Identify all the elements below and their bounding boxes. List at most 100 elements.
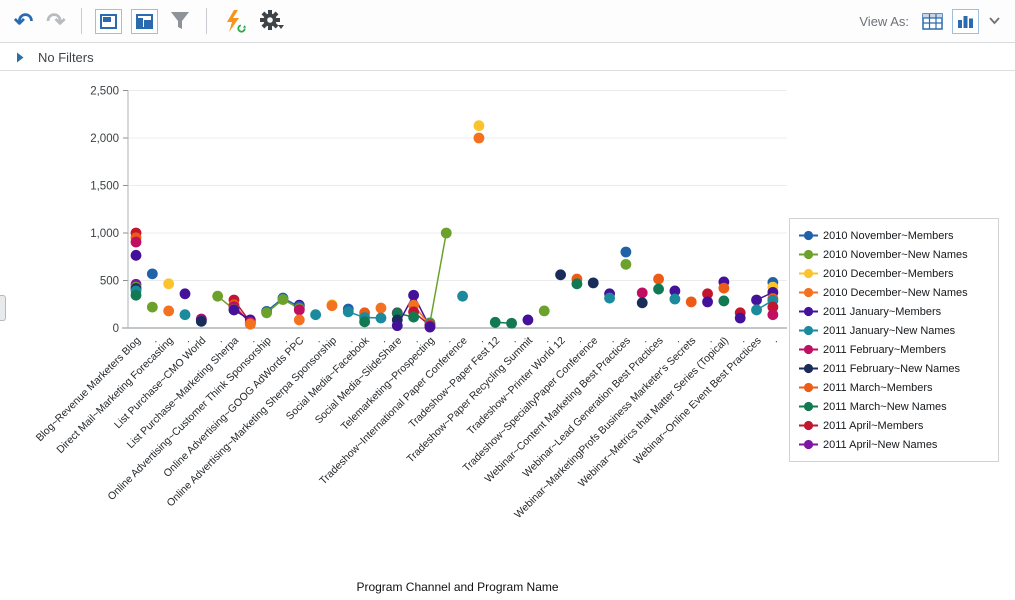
toolbar-right-group: View As: (859, 8, 1003, 34)
data-point[interactable] (636, 287, 648, 299)
data-point[interactable] (195, 315, 207, 327)
lightning-refresh-icon (226, 10, 246, 33)
data-point[interactable] (620, 258, 632, 270)
data-point[interactable] (587, 277, 599, 289)
svg-text:.: . (769, 335, 780, 346)
data-point[interactable] (310, 309, 322, 321)
legend-item[interactable]: 2011 March~New Names (799, 397, 990, 416)
data-point[interactable] (620, 246, 632, 258)
redo-button[interactable]: ↷ (44, 8, 67, 34)
legend-item[interactable]: 2011 February~New Names (799, 359, 990, 378)
svg-text:.: . (541, 335, 552, 346)
data-point[interactable] (375, 302, 387, 314)
legend-marker-icon (799, 325, 818, 336)
data-point[interactable] (718, 282, 730, 294)
data-point[interactable] (146, 301, 158, 313)
data-point[interactable] (636, 297, 648, 309)
data-point[interactable] (163, 305, 175, 317)
svg-text:.: . (182, 335, 193, 346)
data-point[interactable] (375, 312, 387, 324)
legend-item[interactable]: 2011 March~Members (799, 378, 990, 397)
data-point[interactable] (555, 269, 566, 281)
data-point[interactable] (244, 318, 256, 330)
data-point[interactable] (440, 227, 452, 239)
data-point[interactable] (163, 278, 175, 290)
data-point[interactable] (522, 314, 534, 326)
data-point[interactable] (130, 249, 142, 261)
svg-text:.: . (443, 335, 454, 346)
data-point[interactable] (767, 309, 779, 321)
data-point[interactable] (751, 294, 762, 306)
undo-button[interactable]: ↶ (12, 8, 35, 34)
data-point[interactable] (489, 316, 501, 328)
legend-item[interactable]: 2011 January~Members (799, 302, 990, 321)
legend-item[interactable]: 2011 April~New Names (799, 435, 990, 454)
view-as-grid-button[interactable] (920, 11, 945, 32)
data-point[interactable] (277, 294, 289, 305)
filter-bar[interactable]: No Filters (0, 44, 1015, 71)
legend-item[interactable]: 2010 November~Members (799, 226, 990, 245)
data-point[interactable] (571, 278, 583, 290)
data-point[interactable] (293, 304, 305, 316)
data-point[interactable] (212, 290, 224, 302)
data-point[interactable] (669, 293, 681, 305)
data-point[interactable] (228, 304, 240, 316)
data-point[interactable] (424, 321, 436, 333)
data-point[interactable] (130, 236, 142, 248)
legend-item[interactable]: 2010 December~New Names (799, 283, 990, 302)
data-point[interactable] (130, 289, 142, 301)
data-point[interactable] (702, 296, 713, 308)
filter-button[interactable] (167, 8, 193, 34)
data-point[interactable] (653, 283, 664, 295)
data-point[interactable] (473, 132, 485, 144)
data-point[interactable] (408, 311, 420, 323)
data-point[interactable] (669, 285, 681, 297)
chevron-down-icon (989, 17, 1000, 25)
data-point[interactable] (146, 268, 158, 280)
data-point[interactable] (326, 300, 338, 312)
legend-item[interactable]: 2010 December~Members (799, 264, 990, 283)
data-point[interactable] (538, 305, 550, 317)
legend-item[interactable]: 2011 January~New Names (799, 321, 990, 340)
svg-text:.: . (410, 335, 421, 346)
data-point[interactable] (457, 290, 468, 302)
legend-item[interactable]: 2011 February~Members (799, 340, 990, 359)
data-point[interactable] (718, 295, 730, 307)
data-point[interactable] (734, 312, 746, 324)
data-point[interactable] (179, 288, 191, 300)
svg-text:.: . (149, 335, 160, 346)
data-point[interactable] (473, 120, 485, 132)
legend-label: 2011 January~Members (823, 305, 942, 318)
svg-text:.: . (280, 335, 291, 346)
data-point[interactable] (391, 320, 403, 332)
legend-marker-icon (799, 230, 818, 241)
data-point[interactable] (359, 316, 371, 328)
data-point[interactable] (751, 304, 762, 316)
data-point[interactable] (685, 296, 697, 308)
data-point[interactable] (767, 301, 779, 313)
data-point[interactable] (293, 314, 305, 326)
panel-layout-left-button[interactable] (94, 8, 122, 34)
view-as-chart-button[interactable] (952, 8, 979, 34)
panel-layout-split-button[interactable] (130, 8, 158, 34)
svg-text:.: . (737, 335, 748, 346)
data-point[interactable] (702, 288, 713, 300)
view-as-dropdown-button[interactable] (986, 14, 1003, 28)
svg-text:.: . (508, 335, 519, 346)
data-point[interactable] (261, 307, 273, 319)
legend-label: 2011 March~New Names (823, 400, 947, 413)
left-panel-handle[interactable] (0, 295, 6, 321)
data-point[interactable] (179, 309, 191, 321)
legend-item[interactable]: 2011 April~Members (799, 416, 990, 435)
svg-text:.: . (573, 335, 584, 346)
data-point[interactable] (506, 317, 517, 329)
data-point[interactable] (604, 292, 615, 304)
data-point[interactable] (653, 273, 664, 285)
legend-item[interactable]: 2010 November~New Names (799, 245, 990, 264)
data-point[interactable] (408, 289, 420, 301)
legend-marker-icon (799, 268, 818, 279)
data-point[interactable] (342, 306, 354, 318)
refresh-data-button[interactable] (220, 7, 248, 35)
settings-button[interactable] (257, 7, 287, 35)
